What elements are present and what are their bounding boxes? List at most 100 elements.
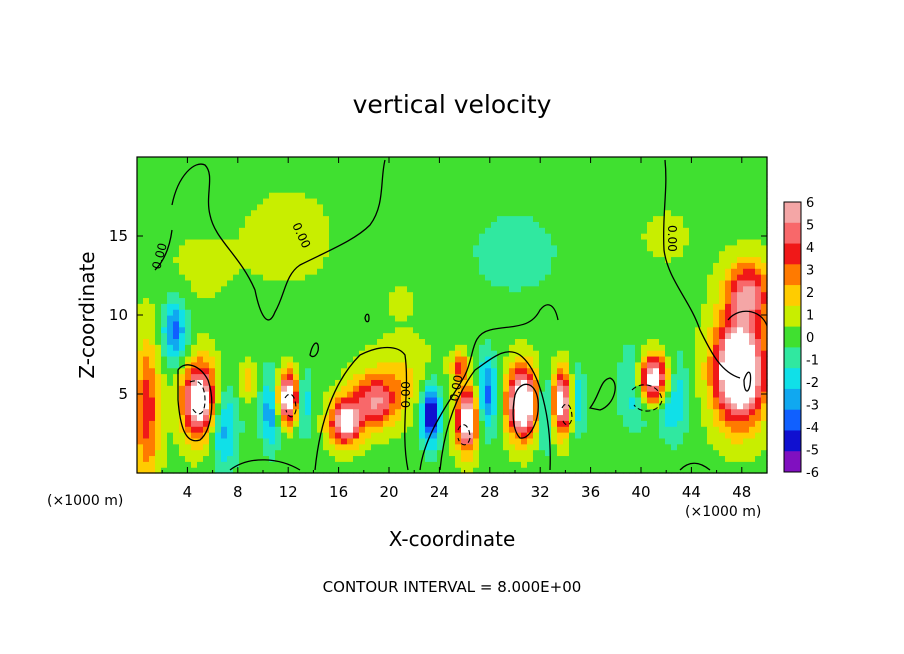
field-cell [341, 215, 348, 222]
field-cell [515, 426, 522, 433]
field-cell [395, 361, 402, 369]
field-cell [263, 320, 270, 328]
field-cell [269, 461, 276, 468]
field-cell [197, 355, 204, 363]
field-cell [407, 268, 414, 275]
field-cell [287, 315, 294, 322]
field-cell [581, 426, 588, 433]
field-cell [587, 414, 594, 421]
field-cell [497, 326, 504, 334]
field-cell [503, 320, 510, 328]
field-cell [599, 233, 606, 240]
field-cell [281, 379, 288, 386]
field-cell [341, 373, 348, 380]
field-cell [461, 326, 468, 334]
field-cell [425, 174, 432, 182]
field-cell [371, 203, 378, 211]
field-cell [323, 233, 330, 240]
field-cell [593, 291, 600, 299]
field-cell [191, 414, 198, 421]
field-cell [221, 350, 228, 357]
field-cell [239, 215, 246, 222]
field-cell [245, 174, 252, 182]
field-cell [647, 396, 654, 404]
field-cell [161, 215, 168, 222]
field-cell [329, 233, 336, 240]
field-cell [179, 168, 186, 176]
field-cell [665, 408, 672, 416]
field-cell [611, 303, 618, 310]
field-cell [299, 414, 306, 421]
field-cell [155, 197, 162, 205]
field-cell [263, 238, 270, 246]
field-cell [137, 279, 144, 287]
field-cell [149, 221, 156, 228]
field-cell [581, 285, 588, 293]
field-cell [623, 238, 630, 246]
field-cell [311, 303, 318, 310]
field-cell [305, 227, 312, 234]
field-cell [269, 227, 276, 234]
field-cell [257, 262, 264, 269]
field-cell [323, 209, 330, 217]
field-cell [449, 227, 456, 234]
field-cell [485, 250, 492, 258]
field-cell [287, 238, 294, 246]
field-cell [551, 326, 558, 334]
field-cell [239, 420, 246, 427]
field-cell [293, 455, 300, 462]
field-cell [545, 367, 552, 375]
field-cell [269, 385, 276, 392]
field-cell [473, 227, 480, 234]
field-cell [491, 373, 498, 380]
field-cell [227, 227, 234, 234]
field-cell [539, 367, 546, 375]
field-cell [389, 279, 396, 287]
field-cell [503, 291, 510, 299]
field-cell [497, 215, 504, 222]
field-cell [257, 414, 264, 421]
field-cell [245, 332, 252, 340]
field-cell [527, 215, 534, 222]
field-cell [653, 367, 660, 375]
field-cell [305, 402, 312, 410]
field-cell [593, 303, 600, 310]
field-cell [401, 162, 408, 170]
field-cell [569, 350, 576, 357]
field-cell [677, 250, 684, 258]
field-cell [491, 256, 498, 263]
field-cell [515, 355, 522, 363]
field-cell [311, 221, 318, 228]
field-cell [341, 174, 348, 182]
field-cell [509, 385, 516, 392]
field-cell [209, 449, 216, 457]
field-cell [263, 274, 270, 281]
field-cell [629, 461, 636, 468]
field-cell [185, 256, 192, 263]
field-cell [497, 268, 504, 275]
field-cell [611, 426, 618, 433]
field-cell [665, 361, 672, 369]
field-cell [365, 355, 372, 363]
field-cell [305, 297, 312, 304]
field-cell [689, 379, 696, 386]
field-cell [443, 344, 450, 351]
field-cell [539, 180, 546, 187]
field-cell [311, 192, 318, 199]
field-cell [185, 326, 192, 334]
field-cell [479, 344, 486, 351]
field-cell [317, 209, 324, 217]
field-cell [233, 408, 240, 416]
field-cell [317, 309, 324, 316]
field-cell [335, 373, 342, 380]
field-cell [467, 174, 474, 182]
field-cell [635, 157, 642, 164]
field-cell [155, 338, 162, 345]
field-cell [287, 443, 294, 451]
field-cell [137, 309, 144, 316]
field-cell [659, 209, 666, 217]
field-cell [401, 192, 408, 199]
field-cell [569, 297, 576, 304]
field-cell [485, 180, 492, 187]
field-cell [593, 192, 600, 199]
